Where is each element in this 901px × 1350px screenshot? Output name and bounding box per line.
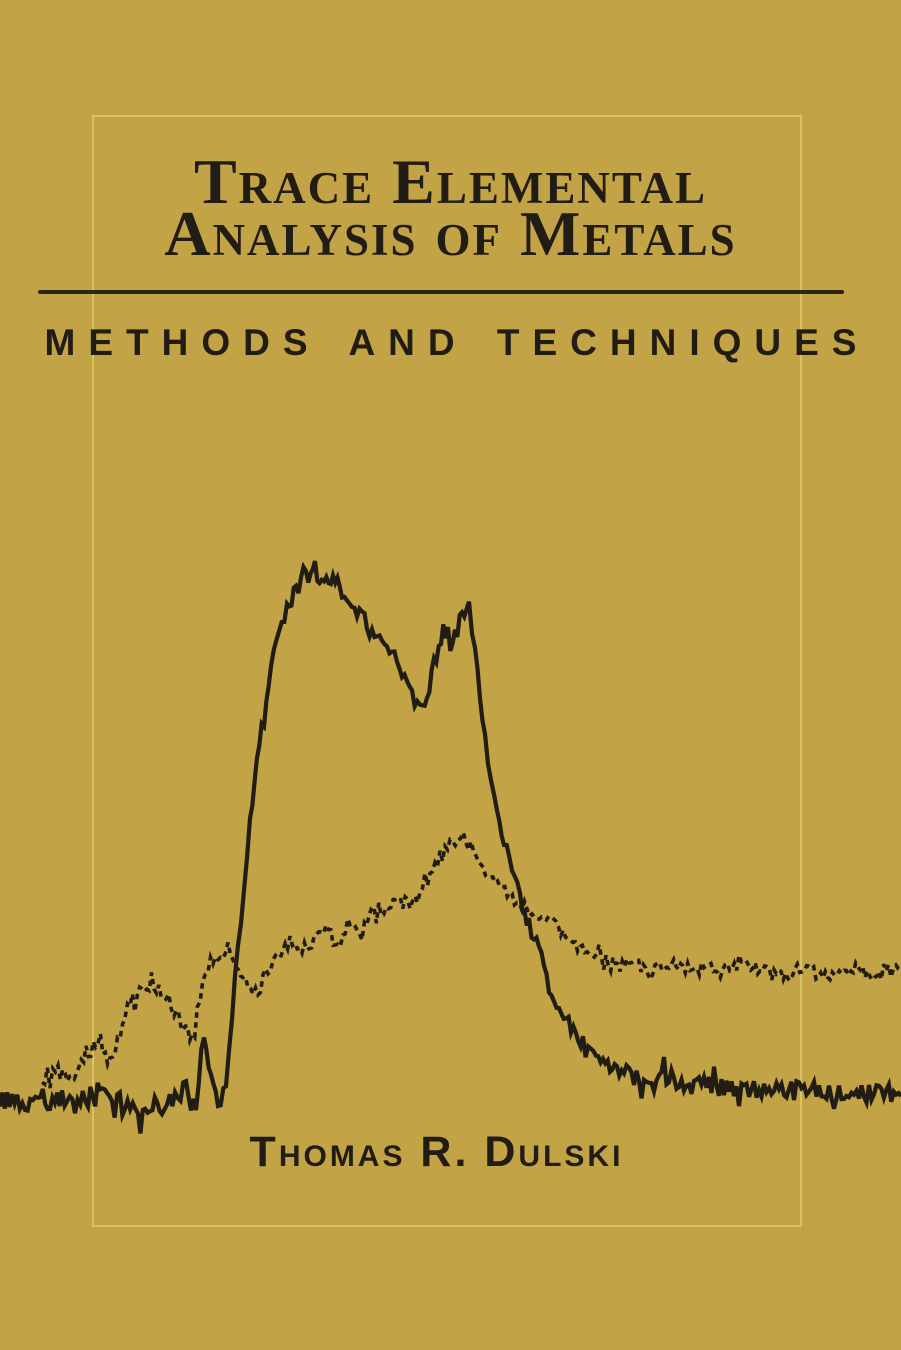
dashed-noise-trace — [40, 827, 901, 1089]
author-name: Thomas R. Dulski — [249, 1128, 624, 1176]
book-subtitle: METHODS AND TECHNIQUES — [44, 322, 870, 363]
book-title-line1: Trace Elemental — [193, 146, 708, 217]
solid-peak-trace — [0, 560, 901, 1134]
title-divider-rule — [38, 290, 844, 294]
book-title-line2: Analysis of Metals — [164, 198, 737, 269]
